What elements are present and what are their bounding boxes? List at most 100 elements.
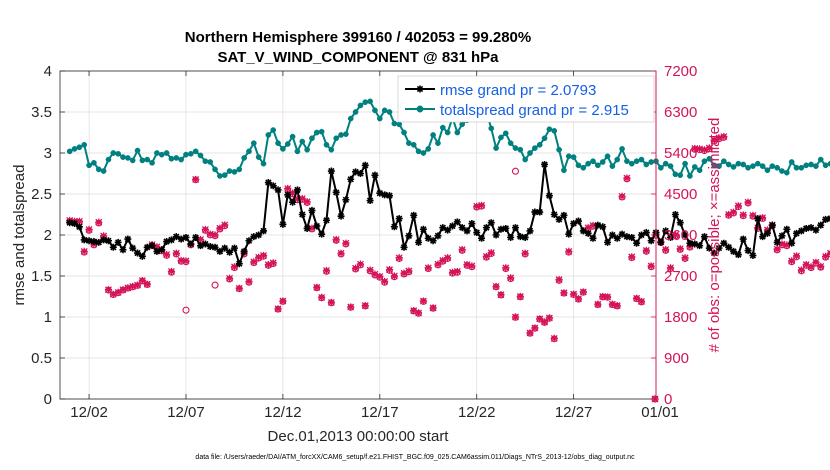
series-rmse (66, 160, 830, 268)
totalspread-point (575, 162, 582, 169)
totalspread-point (105, 156, 112, 163)
totalspread-point (764, 167, 771, 174)
obs-assimilated-point (783, 241, 791, 249)
totalspread-point (183, 151, 189, 158)
obs-assimilated-point (221, 221, 229, 229)
rmse-point-core (649, 238, 653, 243)
totalspread-point (202, 158, 209, 165)
y-right-tick-label-5: 4500 (664, 186, 697, 203)
totalspread-point (643, 161, 650, 168)
totalspread-point (120, 154, 126, 160)
obs-assimilated-point (211, 231, 219, 239)
totalspread-point (236, 166, 243, 173)
rmse-point-core (741, 237, 746, 241)
totalspread-point (609, 163, 616, 169)
rmse-point-core (562, 213, 566, 218)
obs-assimilated-point (347, 303, 355, 311)
legend-rmse-star-core (418, 87, 422, 91)
totalspread-point (110, 150, 117, 156)
rmse-point-core (174, 234, 179, 239)
rmse-point-core (329, 169, 334, 173)
rmse-point-core (130, 246, 135, 250)
obs-assimilated-point (633, 294, 641, 302)
rmse-point-core (111, 245, 116, 250)
rmse-point-core (508, 235, 513, 240)
totalspread-point (270, 127, 277, 133)
totalspread-point (774, 164, 780, 171)
totalspread-point (100, 168, 107, 174)
obs-assimilated-point (356, 260, 365, 268)
obs-assimilated-point (264, 261, 272, 269)
y-left-tick-label-0: 0 (44, 391, 52, 408)
obs-assimilated-point (807, 263, 815, 271)
totalspread-point (759, 163, 766, 169)
obs-assimilated-point (177, 256, 185, 265)
rmse-point-core (586, 231, 590, 236)
rmse-point-core (455, 220, 460, 224)
obs-assimilated-point (473, 202, 481, 210)
totalspread-point (149, 159, 155, 166)
totalspread-point (241, 155, 247, 161)
totalspread-point (71, 146, 78, 152)
totalspread-point (124, 155, 131, 161)
rmse-point-core (310, 208, 314, 213)
totalspread-point (725, 161, 732, 168)
rmse-point-core (353, 170, 358, 174)
totalspread-point (696, 167, 703, 174)
y-left-tick-label-7: 3.5 (31, 104, 52, 121)
obs-assimilated-point (337, 249, 345, 257)
obs-assimilated-point (613, 302, 621, 310)
rmse-point-core (290, 200, 295, 204)
totalspread-point (662, 160, 669, 167)
x-axis-label: Dec.01,2013 00:00:00 start (268, 428, 450, 445)
legend-totalspread-label: totalspread grand pr = 2.915 (440, 102, 629, 119)
obs-assimilated-point (691, 144, 699, 153)
rmse-point-core (252, 234, 256, 239)
totalspread-point (817, 156, 824, 163)
obs-assimilated-point (511, 313, 520, 321)
totalspread-point (163, 150, 170, 156)
totalspread-point (323, 141, 330, 148)
totalspread-point (551, 128, 558, 134)
rmse-point-core (494, 233, 498, 237)
y-right-tick-label-7: 6300 (664, 104, 697, 121)
totalspread-point (173, 155, 180, 161)
rmse-point-core (116, 240, 120, 245)
obs-assimilated-point (434, 260, 442, 268)
obs-assimilated-point (666, 264, 675, 272)
obs-assimilated-point (536, 315, 544, 323)
totalspread-point (706, 155, 713, 162)
totalspread-point (716, 163, 722, 169)
rmse-point-core (203, 242, 208, 246)
rmse-point-core (552, 212, 557, 217)
obs-assimilated-point (153, 243, 161, 251)
axes: 0 0.5 1 1.5 2 2.5 3 3.5 4 0 900 1800 2700 3600 4500 540… (31, 63, 697, 421)
totalspread-point (701, 158, 708, 165)
rmse-point-core (465, 229, 469, 233)
rmse-point-core (537, 210, 542, 214)
isolated-obs-possible-point (182, 306, 190, 314)
rmse-point-core (596, 223, 600, 227)
rmse-point-core (169, 238, 174, 242)
totalspread-point (226, 168, 233, 174)
totalspread-point (512, 145, 519, 151)
obs-assimilated-point (419, 297, 428, 305)
rmse-point-core (227, 250, 232, 255)
totalspread-point (459, 121, 466, 128)
totalspread-point (488, 125, 495, 132)
rmse-point-core (155, 249, 159, 254)
legend-totalspread-dot (416, 105, 424, 113)
obs-assimilated-point (628, 253, 636, 261)
obs-assimilated-point (216, 224, 224, 232)
rmse-point-core (101, 238, 106, 242)
rmse-point-core (193, 235, 198, 240)
obs-assimilated-point (308, 224, 316, 232)
obs-assimilated-point (361, 302, 369, 310)
totalspread-point (822, 162, 829, 169)
rmse-point-core (402, 245, 406, 250)
rmse-point-core (266, 180, 271, 185)
totalspread-point (517, 146, 524, 153)
totalspread-point (372, 107, 378, 114)
rmse-point-core (164, 239, 169, 244)
obs-assimilated-point (560, 289, 568, 297)
